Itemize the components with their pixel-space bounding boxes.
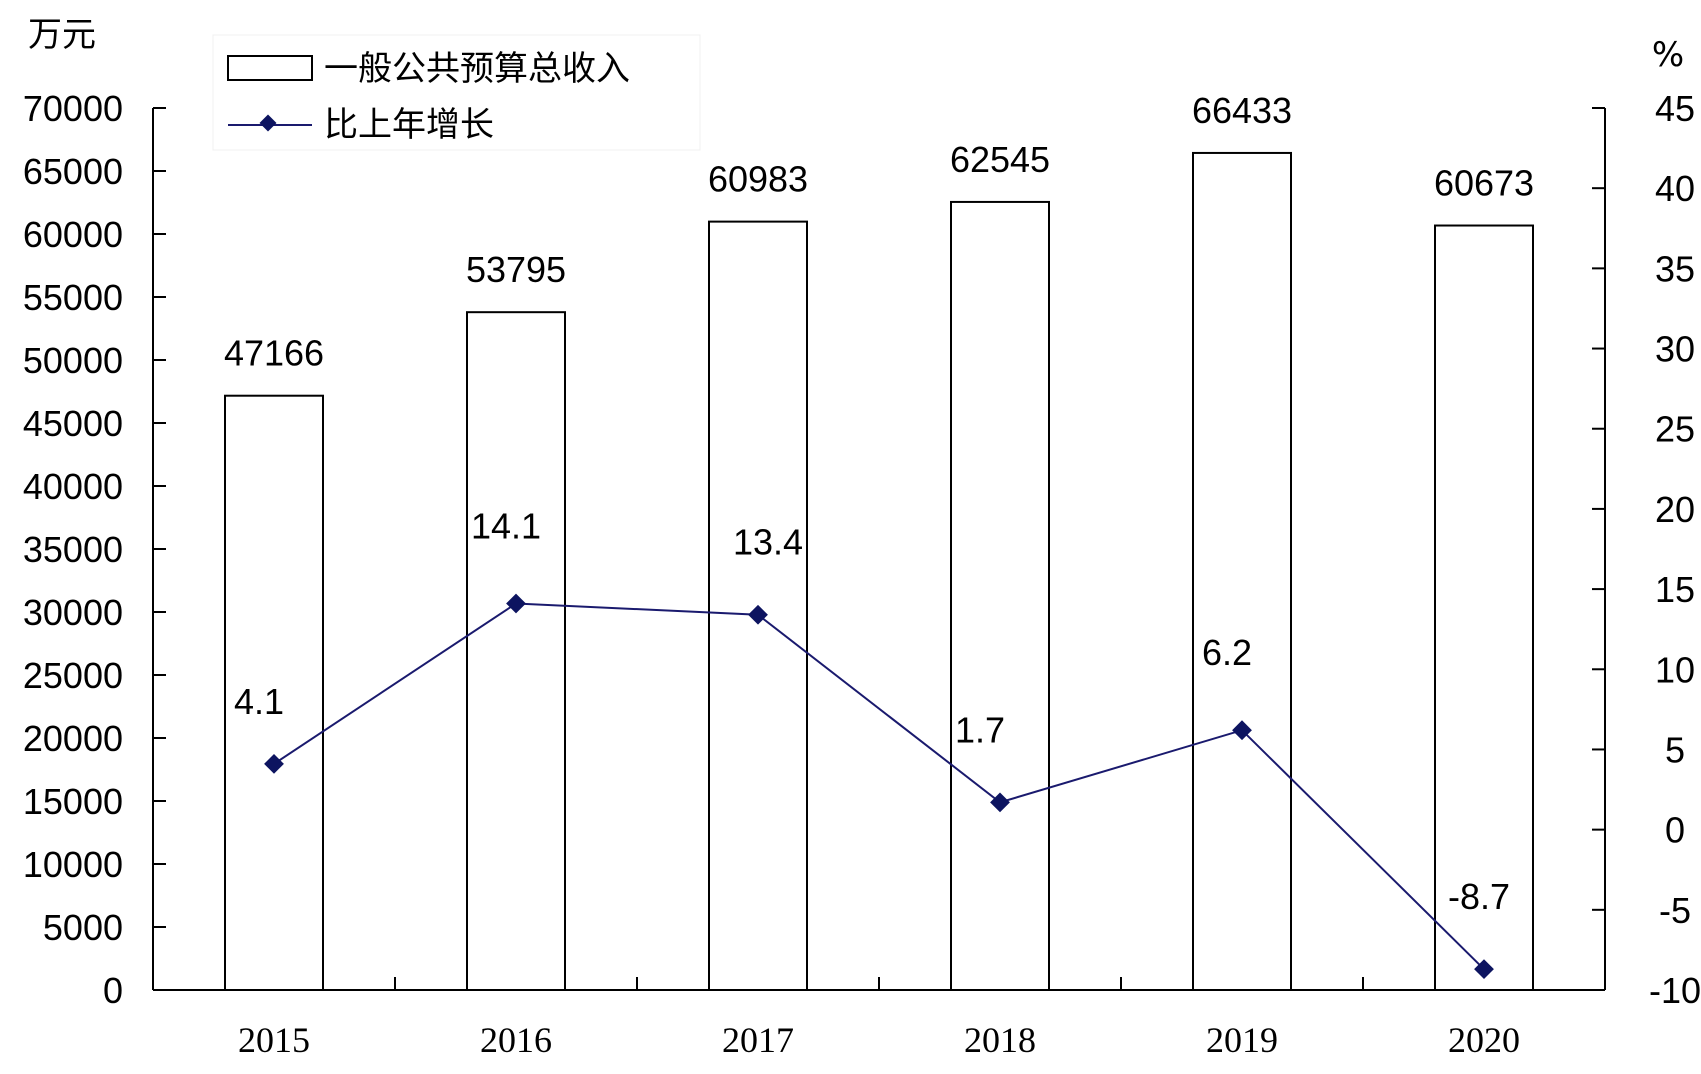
line-value-label: 4.1 [234,681,284,722]
left-tick-label: 25000 [23,655,123,696]
left-tick-label: 0 [103,970,123,1011]
right-tick-label: -5 [1659,890,1691,931]
right-tick-label: -10 [1649,970,1701,1011]
right-tick-label: 40 [1655,168,1695,209]
left-tick-label: 30000 [23,592,123,633]
bar [950,200,1050,992]
bar-value-label: 60983 [708,159,808,200]
line-marker [990,792,1010,813]
x-tick-label: 2016 [480,1020,552,1060]
left-tick-label: 45000 [23,403,123,444]
left-tick-label: 40000 [23,466,123,507]
legend-box [212,34,701,151]
left-tick-label: 70000 [23,88,123,129]
line-value-label: 1.7 [955,709,1005,750]
bar [1192,151,1292,991]
bar-value-label: 62545 [950,139,1050,180]
right-axis-unit: % [1652,35,1684,75]
right-tick-label: 15 [1655,569,1695,610]
right-tick-label: 20 [1655,489,1695,530]
legend-line-marker [259,114,277,132]
left-tick-label: 35000 [23,529,123,570]
right-tick-label: 10 [1655,649,1695,690]
axes: 0 5000 10000 15000 20000 25000 30000 35000 40000… [23,88,1701,1060]
legend-bar-label: 一般公共预算总收入 [324,49,630,89]
line-marker [1474,959,1494,980]
left-tick-label: 5000 [43,907,123,948]
left-tick-label: 50000 [23,340,123,381]
right-tick-label: 5 [1665,729,1685,770]
x-tick-label: 2019 [1206,1020,1278,1060]
line-value-label: 6.2 [1202,632,1252,673]
left-tick-label: 15000 [23,781,123,822]
left-axis-unit: 万元 [28,15,96,55]
right-tick-label: 0 [1665,810,1685,851]
line-marker [264,753,284,774]
right-tick-label: 45 [1655,88,1695,129]
bar-value-label: 53795 [466,249,566,290]
line-marker [748,604,768,625]
bar-value-label: 60673 [1434,163,1534,204]
legend: 一般公共预算总收入 比上年增长 [212,34,701,151]
left-tick-label: 55000 [23,277,123,318]
bar [224,394,324,992]
bar-value-label: 66433 [1192,90,1292,131]
x-tick-label: 2018 [964,1020,1036,1060]
data-labels: 47166 53795 60983 62545 66433 60673 4.1 14.1 13.… [224,90,1534,917]
right-tick-label: 25 [1655,409,1695,450]
bar [1434,224,1534,991]
line-value-label: 14.1 [471,506,541,547]
legend-bar-swatch [227,55,313,81]
line-marker [506,593,526,614]
x-tick-label: 2017 [722,1020,794,1060]
line-value-label: 13.4 [733,522,803,563]
right-tick-label: 30 [1655,329,1695,370]
bar [466,311,566,992]
left-tick-label: 60000 [23,214,123,255]
legend-line-label: 比上年增长 [324,105,494,145]
growth-line [273,602,1485,970]
bar-series [224,151,1534,992]
bar-value-label: 47166 [224,333,324,374]
right-tick-label: 35 [1655,248,1695,289]
line-series [264,593,1494,980]
left-tick-label: 10000 [23,844,123,885]
left-tick-label: 20000 [23,718,123,759]
x-tick-label: 2015 [238,1020,310,1060]
line-marker [1232,720,1252,741]
line-value-label: -8.7 [1448,876,1510,917]
left-tick-label: 65000 [23,151,123,192]
x-tick-label: 2020 [1448,1020,1520,1060]
